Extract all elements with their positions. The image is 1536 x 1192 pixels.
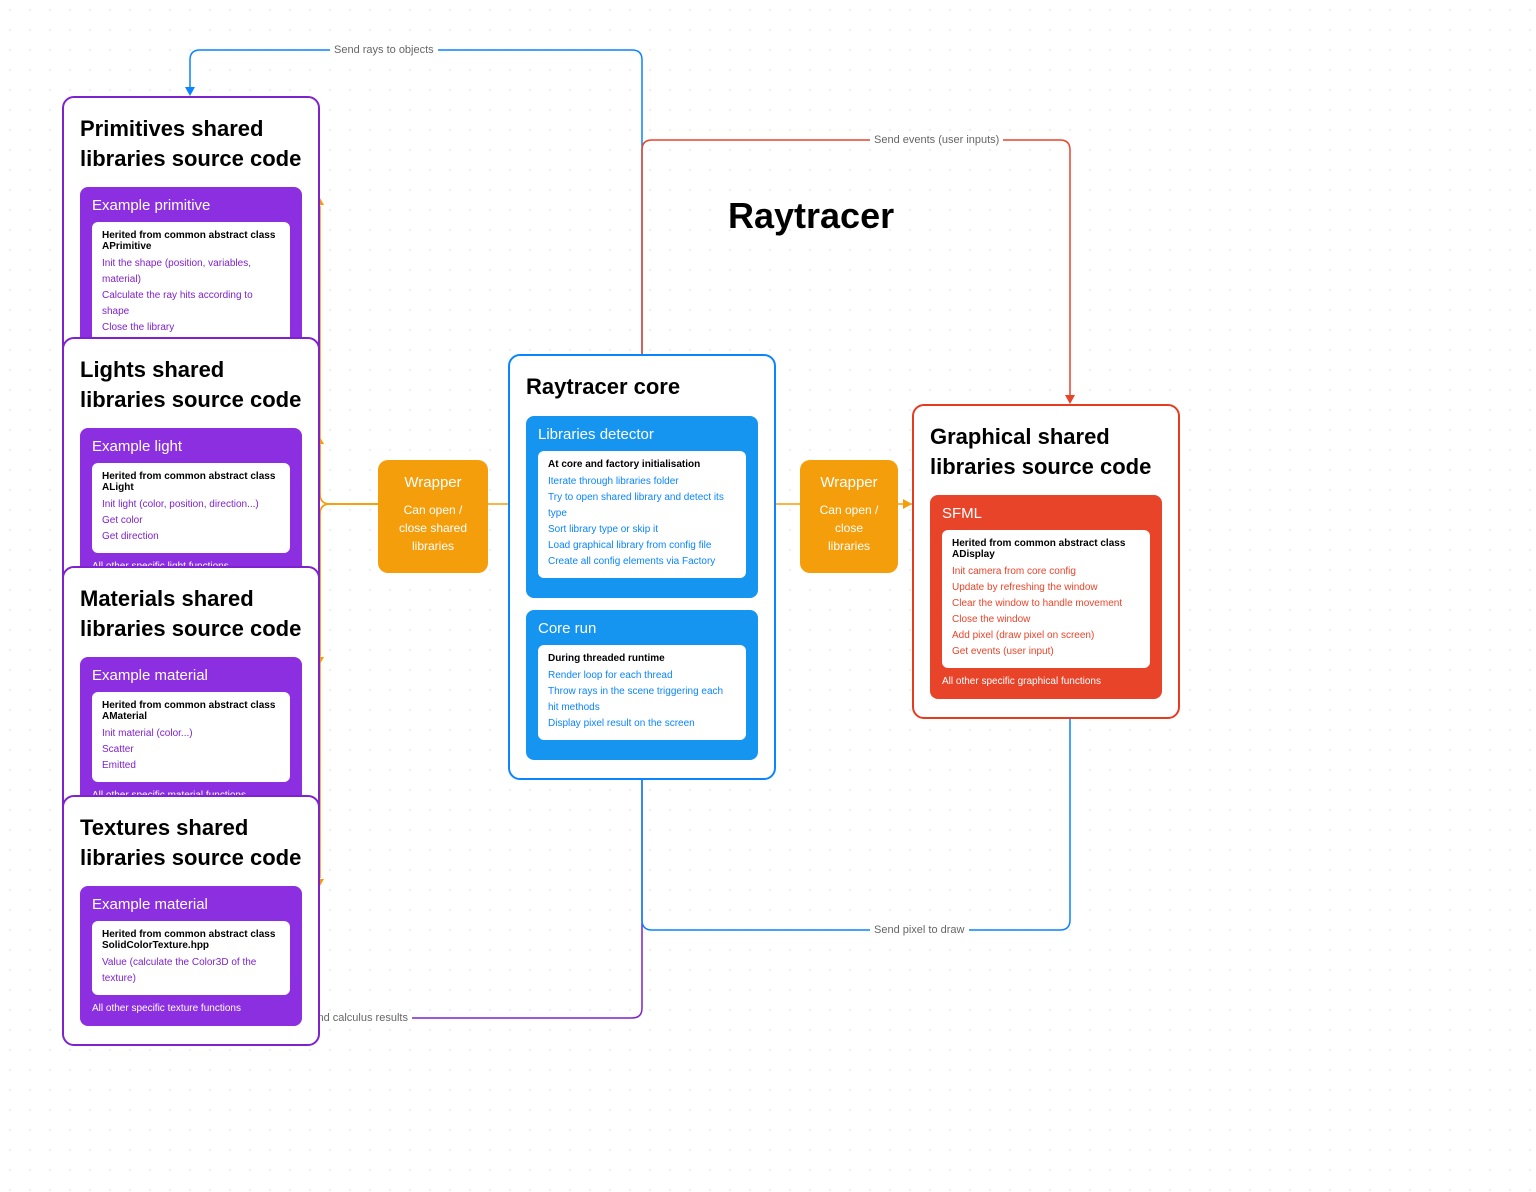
panel-inner-head: Herited from common abstract class AMate…: [102, 700, 280, 722]
panel-inner-line: Get direction: [102, 529, 280, 545]
panel-inner-line: Scatter: [102, 742, 280, 758]
panel: SFML Herited from common abstract class A…: [930, 495, 1162, 699]
box-lights: Lights shared libraries source code Examp…: [62, 337, 320, 604]
panel-inner-line: Sort library type or skip it: [548, 522, 736, 538]
panel-title: Example primitive: [92, 197, 290, 214]
box-Raytracer core: Raytracer core Libraries detector At core …: [508, 354, 776, 780]
edge-label-send-rays: Send rays to objects: [330, 44, 438, 56]
panel-inner-line: Get color: [102, 513, 280, 529]
panel-inner-line: Close the window: [952, 612, 1140, 628]
panel-inner-line: Init camera from core config: [952, 564, 1140, 580]
panel: Libraries detector At core and factory in…: [526, 416, 758, 598]
wrapper-subtitle: Can open / close libraries: [818, 501, 880, 555]
panel-inner-line: Iterate through libraries folder: [548, 474, 736, 490]
panel: Example material Herited from common abst…: [80, 886, 302, 1026]
panel-inner-line: Display pixel result on the screen: [548, 716, 736, 732]
wrapper-subtitle: Can open / close shared libraries: [396, 501, 470, 555]
panel-inner-line: Calculate the ray hits according to shap…: [102, 288, 280, 320]
edge-label-send-pixel: Send pixel to draw: [870, 924, 969, 936]
panel-inner-head: Herited from common abstract class ADisp…: [952, 538, 1140, 560]
panel-inner-line: Render loop for each thread: [548, 668, 736, 684]
box-title: Materials shared libraries source code: [80, 584, 302, 643]
panel-title: Example light: [92, 438, 290, 455]
panel-inner-line: Get events (user input): [952, 644, 1140, 660]
panel-inner-line: Init light (color, position, direction..…: [102, 497, 280, 513]
box-title: Primitives shared libraries source code: [80, 114, 302, 173]
box-title: Textures shared libraries source code: [80, 813, 302, 872]
panel-inner-head: Herited from common abstract class Solid…: [102, 929, 280, 951]
panel-inner: Herited from common abstract class AMate…: [92, 692, 290, 782]
panel-inner: Herited from common abstract class ADisp…: [942, 530, 1150, 668]
panel: Core run During threaded runtime Render lo…: [526, 610, 758, 760]
panel: Example material Herited from common abst…: [80, 657, 302, 813]
panel-inner: During threaded runtime Render loop for e…: [538, 645, 746, 740]
panel-inner-line: Close the library: [102, 320, 280, 336]
panel: Example light Herited from common abstrac…: [80, 428, 302, 584]
box-materials: Materials shared libraries source code Ex…: [62, 566, 320, 833]
panel-title: SFML: [942, 505, 1150, 522]
panel-inner-line: Try to open shared library and detect it…: [548, 490, 736, 522]
panel-inner-head: During threaded runtime: [548, 653, 736, 664]
panel-inner-line: Create all config elements via Factory: [548, 554, 736, 570]
panel-inner-line: Init the shape (position, variables, mat…: [102, 256, 280, 288]
box-textures: Textures shared libraries source code Exa…: [62, 795, 320, 1046]
panel-foot: All other specific graphical functions: [942, 676, 1150, 687]
wrapper-right: Wrapper Can open / close libraries: [800, 460, 898, 573]
panel-inner-line: Update by refreshing the window: [952, 580, 1140, 596]
diagram-title: Raytracer: [728, 195, 894, 237]
panel-inner-line: Throw rays in the scene triggering each …: [548, 684, 736, 716]
panel-inner: At core and factory initialisation Iterat…: [538, 451, 746, 578]
panel-title: Core run: [538, 620, 746, 637]
panel-inner: Herited from common abstract class Solid…: [92, 921, 290, 995]
box-Graphical shared libraries source code: Graphical shared libraries source code SF…: [912, 404, 1180, 719]
panel-inner-line: Load graphical library from config file: [548, 538, 736, 554]
panel-inner-line: Value (calculate the Color3D of the text…: [102, 955, 280, 987]
panel-inner-head: Herited from common abstract class APrim…: [102, 230, 280, 252]
panel-inner-line: Init material (color...): [102, 726, 280, 742]
panel-title: Example material: [92, 667, 290, 684]
panel-inner: Herited from common abstract class APrim…: [92, 222, 290, 344]
panel-inner-line: Add pixel (draw pixel on screen): [952, 628, 1140, 644]
panel-inner-line: Clear the window to handle movement: [952, 596, 1140, 612]
box-title: Raytracer core: [526, 372, 758, 402]
panel-title: Example material: [92, 896, 290, 913]
wrapper-left: Wrapper Can open / close shared libraries: [378, 460, 488, 573]
panel-title: Libraries detector: [538, 426, 746, 443]
panel-inner-head: At core and factory initialisation: [548, 459, 736, 470]
box-title: Graphical shared libraries source code: [930, 422, 1162, 481]
box-title: Lights shared libraries source code: [80, 355, 302, 414]
edge-label-send-events: Send events (user inputs): [870, 134, 1003, 146]
wrapper-title: Wrapper: [396, 474, 470, 491]
panel-foot: All other specific texture functions: [92, 1003, 290, 1014]
panel-inner-line: Emitted: [102, 758, 280, 774]
panel-inner-head: Herited from common abstract class ALigh…: [102, 471, 280, 493]
panel-inner: Herited from common abstract class ALigh…: [92, 463, 290, 553]
wrapper-title: Wrapper: [818, 474, 880, 491]
